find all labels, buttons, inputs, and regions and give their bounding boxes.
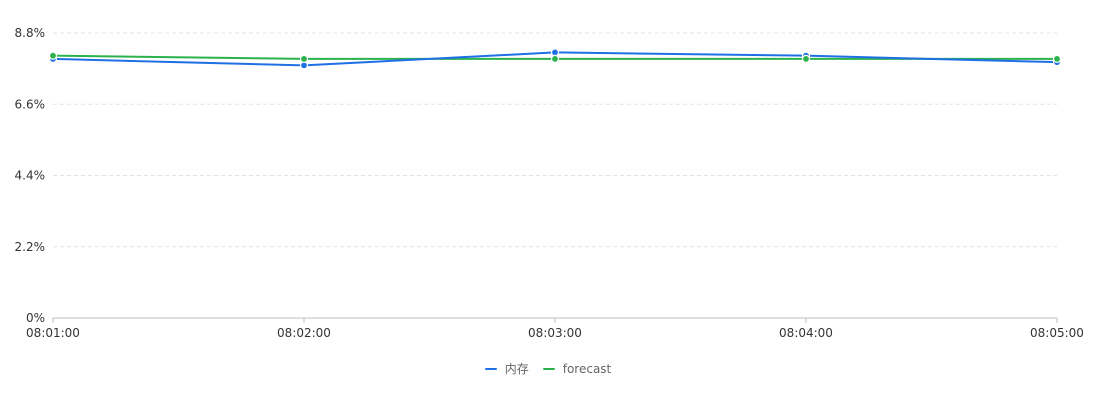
y-tick-label: 8.8% bbox=[15, 26, 46, 40]
legend-label-memory: 内存 bbox=[504, 362, 529, 376]
data-point-forecast[interactable] bbox=[1052, 54, 1062, 64]
data-point-forecast[interactable] bbox=[550, 54, 560, 64]
legend-label-forecast: forecast bbox=[562, 361, 612, 376]
series-points bbox=[48, 48, 1062, 70]
x-axis-ticks: 08:01:00 08:02:00 08:03:00 08:04:00 08:05:00 bbox=[26, 318, 1084, 340]
y-tick-label: 0% bbox=[26, 311, 45, 325]
line-chart: 0% 2.2% 4.4% 6.6% 8.8% 08:01:00 08:02:00 08:03… bbox=[15, 26, 1084, 340]
legend-swatch-forecast bbox=[542, 367, 555, 370]
x-tick-label: 08:05:00 bbox=[1030, 326, 1084, 340]
x-tick-label: 08:02:00 bbox=[277, 326, 331, 340]
y-tick-label: 4.4% bbox=[15, 169, 46, 183]
legend-item-forecast[interactable]: forecast bbox=[542, 360, 612, 377]
y-tick-label: 6.6% bbox=[15, 97, 46, 111]
x-tick-label: 08:04:00 bbox=[779, 326, 833, 340]
x-tick-label: 08:03:00 bbox=[528, 326, 582, 340]
grid-lines bbox=[53, 32, 1057, 248]
data-point-forecast[interactable] bbox=[801, 54, 811, 64]
legend-swatch-memory bbox=[484, 367, 497, 370]
legend-item-memory[interactable]: 内存 bbox=[484, 360, 529, 377]
data-point-forecast[interactable] bbox=[48, 51, 58, 60]
y-axis-ticks: 0% 2.2% 4.4% 6.6% 8.8% bbox=[15, 26, 46, 325]
legend: 内存 forecast bbox=[0, 360, 1096, 377]
x-tick-label: 08:01:00 bbox=[26, 326, 80, 340]
y-tick-label: 2.2% bbox=[15, 240, 46, 254]
data-point-forecast[interactable] bbox=[299, 54, 309, 64]
